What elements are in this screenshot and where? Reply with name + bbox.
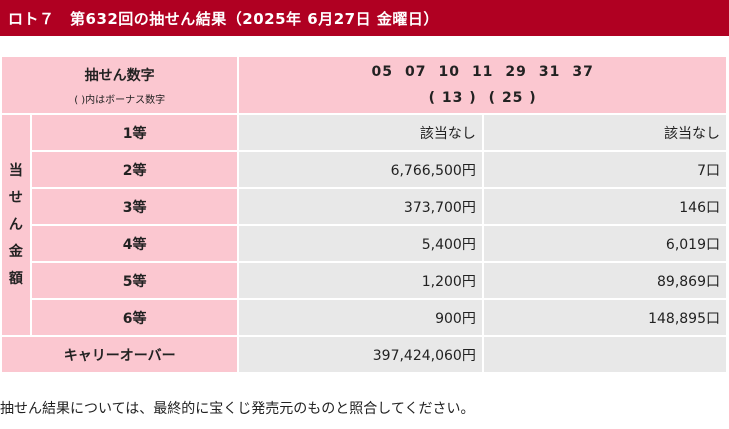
main-number: 31	[538, 64, 561, 80]
main-number: 29	[505, 64, 527, 80]
prize-row: 当 せ ん 金 額 1等 該当なし 該当なし	[2, 115, 726, 335]
prize-grade: 2等	[31, 152, 238, 187]
main-number: 10	[438, 64, 460, 80]
carryover-amount: 397,424,060円	[239, 337, 482, 372]
draw-numbers-cell: 05 07 10 11 29 31 37 ( 13 ) ( 25 )	[239, 57, 726, 113]
main-number: 37	[572, 64, 594, 80]
carryover-empty-cell	[483, 337, 726, 372]
side-label-char: 当	[8, 162, 23, 179]
winner-count: 7口	[483, 152, 726, 187]
main-number: 05	[371, 64, 393, 80]
prize-grade: 1等	[31, 115, 238, 150]
carryover-label: キャリーオーバー	[2, 337, 238, 372]
prize-row: 5等 1,200円 89,869口	[2, 263, 726, 298]
side-label-char: せ	[8, 189, 23, 206]
winner-count: 89,869口	[483, 263, 726, 298]
bonus-number: ( 13 )	[428, 90, 477, 106]
prize-row: 3等 373,700円 146口	[2, 189, 726, 224]
draw-numbers-label-cell: 抽せん数字 ( )内はボーナス数字	[2, 57, 238, 113]
prize-grade: 6等	[31, 300, 238, 335]
prize-amount: 6,766,500円	[239, 152, 482, 187]
side-label-char: ん	[8, 216, 23, 233]
carryover-row: キャリーオーバー 397,424,060円	[2, 337, 726, 372]
prize-amount: 900円	[239, 300, 482, 335]
side-label-char: 額	[8, 270, 23, 287]
bonus-numbers: ( 13 ) ( 25 )	[239, 90, 726, 106]
main-number: 07	[404, 64, 427, 80]
verification-note: 抽せん結果については、最終的に宝くじ発売元のものと照合してください。	[0, 401, 475, 417]
prize-row: 2等 6,766,500円 7口	[2, 152, 726, 187]
results-table: 抽せん数字 ( )内はボーナス数字 05 07 10 11 29 31 37 (…	[0, 55, 728, 374]
draw-numbers-row: 抽せん数字 ( )内はボーナス数字 05 07 10 11 29 31 37 (…	[2, 57, 726, 113]
side-label-char: 金	[8, 243, 23, 260]
page-title: ロト７ 第632回の抽せん結果（2025年 6月27日 金曜日）	[8, 9, 439, 28]
winner-count: 148,895口	[483, 300, 726, 335]
prize-row: 4等 5,400円 6,019口	[2, 226, 726, 261]
draw-numbers-label: 抽せん数字	[84, 67, 155, 84]
winner-count: 6,019口	[483, 226, 726, 261]
prize-grade: 3等	[31, 189, 238, 224]
prize-amount: 5,400円	[239, 226, 482, 261]
winner-count: 該当なし	[483, 115, 726, 150]
main-numbers: 05 07 10 11 29 31 37	[239, 64, 726, 80]
bonus-number: ( 25 )	[488, 90, 537, 106]
prize-amount: 373,700円	[239, 189, 482, 224]
prize-amount: 1,200円	[239, 263, 482, 298]
main-number: 11	[471, 64, 494, 80]
prize-grade: 5等	[31, 263, 238, 298]
prize-amount: 該当なし	[239, 115, 482, 150]
bonus-note: ( )内はボーナス数字	[74, 94, 166, 106]
winner-count: 146口	[483, 189, 726, 224]
result-title-bar: ロト７ 第632回の抽せん結果（2025年 6月27日 金曜日）	[0, 0, 729, 36]
prize-grade: 4等	[31, 226, 238, 261]
prize-row: 6等 900円 148,895口	[2, 300, 726, 335]
prize-amount-side-label: 当 せ ん 金 額	[2, 115, 30, 335]
